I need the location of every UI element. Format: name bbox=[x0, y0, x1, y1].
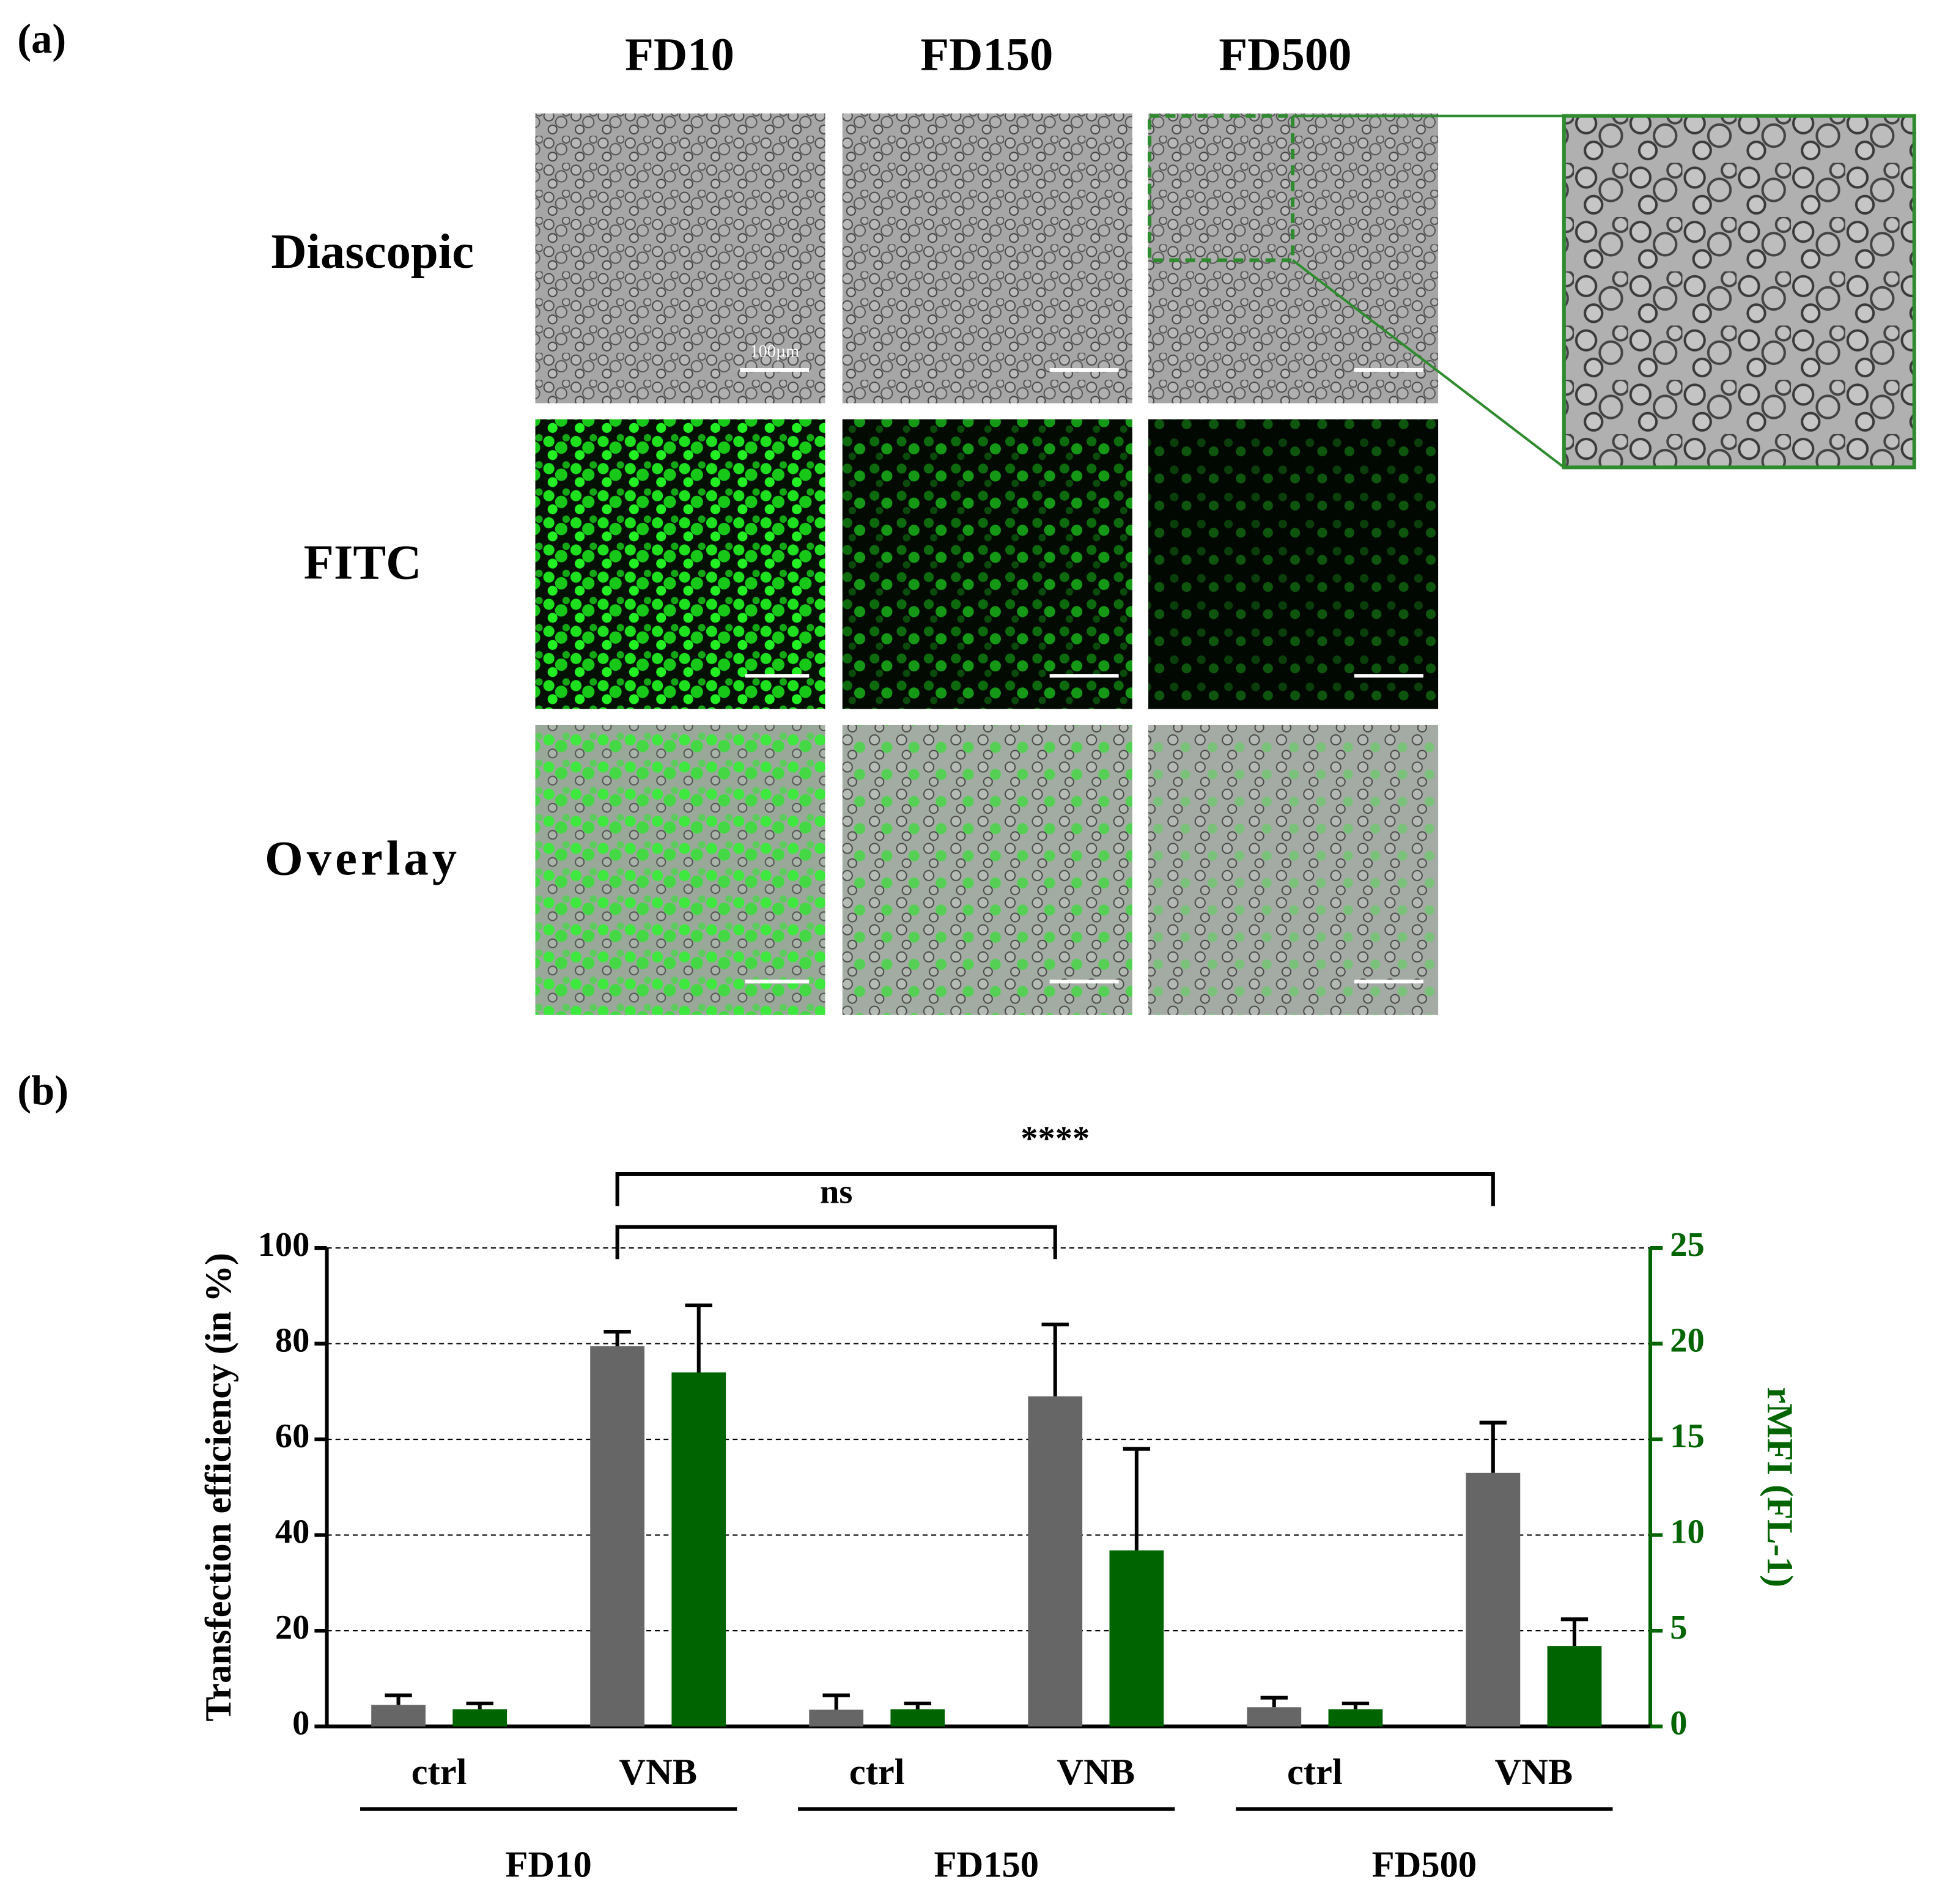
micrograph bbox=[842, 113, 1132, 404]
bar bbox=[1328, 1709, 1383, 1727]
group-label: FD500 bbox=[1372, 1844, 1477, 1885]
y2-tick-label: 15 bbox=[1670, 1417, 1704, 1455]
x-tick-label: VNB bbox=[619, 1752, 697, 1793]
bar bbox=[1109, 1550, 1164, 1727]
bar bbox=[1247, 1707, 1302, 1727]
x-tick-label: ctrl bbox=[849, 1752, 905, 1793]
bar bbox=[809, 1710, 864, 1727]
bar bbox=[1028, 1396, 1083, 1727]
bar bbox=[371, 1705, 426, 1727]
y-tick-label: 80 bbox=[275, 1322, 309, 1360]
column-label: FD500 bbox=[1219, 28, 1351, 80]
significance-label: **** bbox=[1021, 1120, 1090, 1158]
y-axis-label: Transfection efficiency (in %) bbox=[198, 1253, 239, 1722]
micrograph bbox=[535, 113, 825, 404]
y-tick-label: 100 bbox=[258, 1226, 310, 1264]
y-tick-label: 20 bbox=[275, 1609, 309, 1647]
y-tick-label: 0 bbox=[292, 1705, 309, 1743]
row-label: Overlay bbox=[265, 831, 460, 885]
y2-tick-label: 5 bbox=[1670, 1609, 1687, 1647]
zoom-inset bbox=[1562, 114, 1916, 470]
y2-tick-label: 20 bbox=[1670, 1322, 1704, 1360]
group-label: FD10 bbox=[506, 1844, 592, 1885]
scale-bar-label: 100µm bbox=[750, 342, 800, 361]
x-tick-label: ctrl bbox=[1287, 1752, 1343, 1793]
column-label: FD10 bbox=[625, 28, 734, 80]
row-label: Diascopic bbox=[271, 224, 474, 279]
significance-bracket bbox=[615, 1225, 1057, 1260]
bar bbox=[590, 1346, 644, 1727]
y-tick-label: 60 bbox=[275, 1417, 309, 1455]
significance-bracket bbox=[615, 1172, 1495, 1206]
row-label: FITC bbox=[304, 535, 422, 589]
x-tick-label: VNB bbox=[1057, 1752, 1135, 1793]
zoom-region bbox=[1148, 114, 1295, 262]
x-tick-label: ctrl bbox=[412, 1752, 467, 1793]
y2-tick-label: 10 bbox=[1670, 1513, 1704, 1551]
bar bbox=[1466, 1472, 1521, 1727]
micrograph bbox=[842, 725, 1132, 1015]
y2-tick-label: 25 bbox=[1670, 1226, 1704, 1264]
x-tick-label: VNB bbox=[1495, 1752, 1573, 1793]
micrograph bbox=[842, 419, 1132, 709]
micrograph bbox=[535, 419, 825, 709]
significance-label: ns bbox=[820, 1173, 852, 1211]
panel-label: (b) bbox=[17, 1068, 68, 1114]
y2-axis-label: rMFI (FL-1) bbox=[1759, 1387, 1800, 1588]
micrograph bbox=[535, 725, 825, 1015]
micrograph bbox=[1148, 419, 1439, 709]
y2-tick-label: 0 bbox=[1670, 1705, 1687, 1743]
bar bbox=[452, 1709, 507, 1727]
panel-label: (a) bbox=[17, 15, 66, 62]
column-label: FD150 bbox=[920, 28, 1053, 80]
bar bbox=[1547, 1646, 1602, 1727]
scale-bars bbox=[740, 368, 1423, 984]
bar bbox=[671, 1372, 726, 1727]
group-label: FD150 bbox=[934, 1844, 1039, 1885]
zoom-connector bbox=[1291, 259, 1565, 468]
bar bbox=[890, 1709, 945, 1727]
micrograph-grid: 100µm bbox=[535, 113, 1916, 1015]
micrograph bbox=[1148, 725, 1439, 1015]
micrograph bbox=[1148, 113, 1439, 404]
y-tick-label: 40 bbox=[275, 1513, 309, 1551]
